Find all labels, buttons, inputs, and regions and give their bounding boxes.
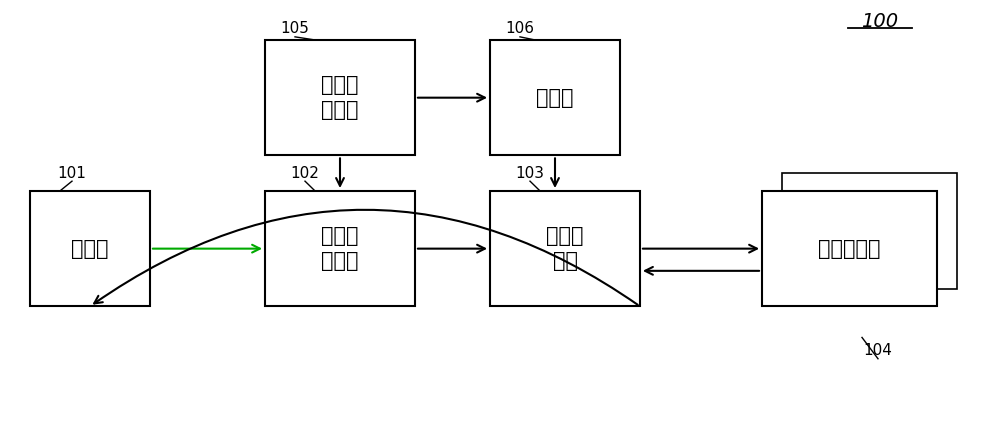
Text: 虚拟交
换机: 虚拟交 换机 — [546, 226, 584, 271]
Bar — [30, 191, 150, 306]
Text: 元网络: 元网络 — [536, 87, 574, 108]
Bar — [782, 173, 957, 289]
Text: 105: 105 — [281, 21, 309, 36]
Bar — [762, 191, 937, 306]
Text: 106: 106 — [506, 21, 534, 36]
Bar — [265, 191, 415, 306]
Bar — [490, 191, 640, 306]
Text: 元信息
服务器: 元信息 服务器 — [321, 75, 359, 120]
Text: 负载均
衡网关: 负载均 衡网关 — [321, 226, 359, 271]
Bar — [265, 40, 415, 155]
Text: 103: 103 — [516, 166, 544, 181]
Text: 客户端: 客户端 — [71, 238, 109, 259]
Text: 101: 101 — [58, 166, 86, 181]
Text: 真实服务器: 真实服务器 — [843, 222, 896, 240]
Text: 真实服务器: 真实服务器 — [818, 238, 881, 259]
Bar — [490, 40, 620, 155]
FancyArrowPatch shape — [94, 210, 638, 305]
Text: 104: 104 — [864, 343, 892, 358]
Text: 102: 102 — [291, 166, 319, 181]
Text: 100: 100 — [861, 12, 899, 31]
